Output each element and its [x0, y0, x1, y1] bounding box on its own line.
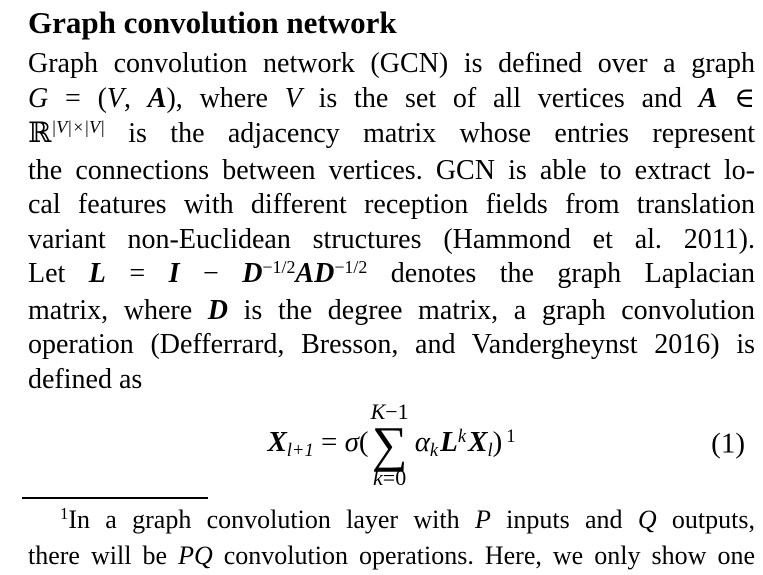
equals-sign: =: [313, 426, 345, 458]
footnote-marker: 1: [506, 425, 516, 447]
equation-number: (1): [711, 427, 745, 460]
math-var-V: V: [106, 82, 124, 114]
text-run: outputs,: [656, 504, 755, 534]
text-run: variant non-Euclidean structures (Hammon…: [28, 223, 755, 255]
text-run: In a graph convolution layer with: [68, 504, 475, 534]
math-var-K: K: [370, 399, 386, 424]
open-paren: (: [358, 426, 369, 458]
math-alpha: α: [414, 426, 430, 458]
text-run: defined as: [28, 363, 143, 395]
math-subscript: l+1: [286, 439, 314, 461]
text-run: is the degree matrix, a graph convolutio…: [228, 294, 755, 326]
body-line-9: operation (Defferrard, Bresson, and Vand…: [28, 328, 755, 363]
body-line-2: G = (V, A), where V is the set of all ve…: [28, 82, 755, 117]
math-superscript: |V|×|V|: [51, 117, 105, 138]
text-run: there will be: [28, 540, 179, 570]
text-run: Let: [28, 258, 89, 289]
text-run: ,: [124, 82, 148, 114]
math-var-A: A: [698, 82, 718, 114]
body-line-10: defined as: [28, 363, 755, 398]
equation-1: Xl+1 = σ(K−1 ∑ k=0 αkLkXl) 1 (1): [28, 400, 755, 489]
math-subscript: l: [487, 439, 493, 461]
math-var-I: I: [168, 258, 180, 289]
text-run: = (: [48, 82, 107, 114]
math-var-k: k: [373, 464, 383, 490]
math-var-A: A: [295, 258, 315, 289]
body-line-8: matrix, where D is the degree matrix, a …: [28, 294, 755, 329]
text-run: Graph convolution network (GCN) is defin…: [28, 48, 755, 79]
footnote-marker: 1: [60, 504, 69, 524]
math-subscript: k: [429, 439, 439, 461]
math-sigma: σ: [344, 426, 359, 458]
close-paren: ): [492, 426, 503, 458]
body-line-7: Let L = I − D−1/2AD−1/2 denotes the grap…: [28, 257, 755, 294]
text-run: matrix, where: [28, 294, 208, 326]
math-var-D: D: [314, 258, 335, 289]
footnote-line-2: there will be PQ convolution operations.…: [28, 539, 755, 572]
math-var-D: D: [242, 258, 263, 289]
math-var-Q: Q: [637, 504, 657, 534]
math-var-X: X: [267, 426, 287, 458]
text-run: the connections between vertices. GCN is…: [28, 154, 755, 186]
math-var-D: D: [207, 294, 228, 326]
math-exponent: −1/2: [334, 257, 368, 278]
equation-body: Xl+1 = σ(K−1 ∑ k=0 αkLkXl) 1: [267, 400, 516, 489]
text-run: inputs and: [490, 504, 638, 534]
math-real-numbers-symbol: ℝ: [28, 116, 52, 149]
body-line-4: the connections between vertices. GCN is…: [28, 154, 755, 189]
math-var-V: V: [284, 82, 302, 114]
text-run: convolution operations. Here, we only sh…: [212, 540, 755, 570]
body-line-3: ℝ|V|×|V| is the adjacency matrix whose e…: [28, 116, 755, 154]
text-run: operation (Defferrard, Bresson, and Vand…: [28, 329, 755, 360]
text-run: =0: [382, 464, 407, 490]
text-run: =: [105, 258, 169, 289]
math-var-A: A: [147, 82, 167, 114]
summation-upper-limit: K−1: [371, 400, 409, 423]
math-var-X: X: [468, 426, 488, 458]
text-run: ), where: [166, 82, 285, 114]
body-line-6: variant non-Euclidean structures (Hammon…: [28, 223, 755, 258]
body-line-5: cal features with different reception fi…: [28, 188, 755, 223]
math-var-L: L: [440, 426, 458, 458]
math-exponent: −1/2: [262, 257, 296, 278]
section-heading: Graph convolution network: [28, 5, 397, 40]
footnote: 1In a graph convolution layer with P inp…: [22, 496, 755, 572]
text-run: −1: [385, 399, 409, 424]
summation: K−1 ∑ k=0: [371, 400, 409, 489]
text-run: is the adjacency matrix whose entries re…: [104, 118, 755, 149]
footnote-line-1: 1In a graph convolution layer with P inp…: [28, 503, 755, 539]
summation-lower-limit: k=0: [373, 466, 406, 489]
math-var-PQ: PQ: [178, 540, 213, 570]
math-exponent: k: [457, 425, 467, 447]
text-run: cal features with different reception fi…: [28, 189, 755, 220]
summation-symbol: ∑: [371, 416, 408, 473]
footnote-rule: [22, 496, 208, 499]
element-of-symbol: ∈: [717, 82, 755, 114]
text-run: −: [179, 258, 243, 289]
math-graph-symbol: G: [28, 82, 49, 114]
text-run: denotes the graph Laplacian: [367, 258, 755, 289]
body-line-1: Graph convolution network (GCN) is defin…: [28, 47, 755, 82]
text-run: is the set of all vertices and: [301, 82, 699, 114]
math-var-P: P: [474, 504, 491, 534]
math-var-L: L: [88, 258, 106, 289]
